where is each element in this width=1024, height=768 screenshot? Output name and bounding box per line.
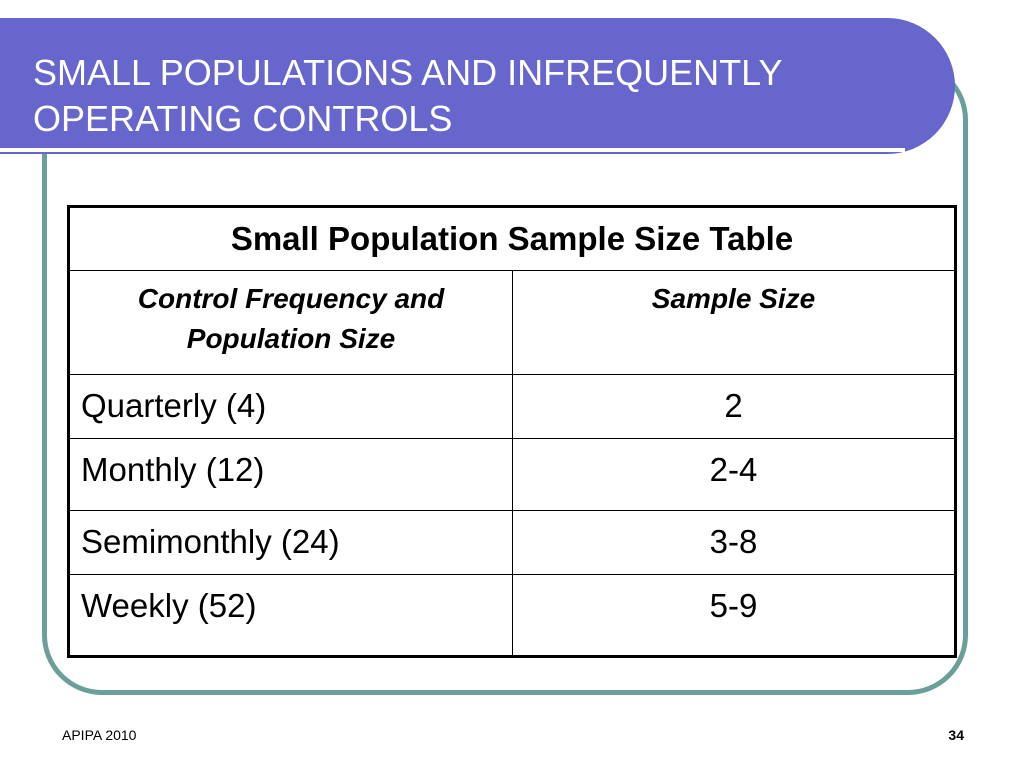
slide-title-line-1: SMALL POPULATIONS AND INFREQUENTLY [33, 52, 783, 93]
footer-text: APIPA 2010 [62, 727, 137, 743]
page-number: 34 [948, 727, 964, 743]
column-header-frequency: Control Frequency and Population Size [68, 270, 513, 375]
sample-size-table: Small Population Sample Size Table Contr… [67, 205, 957, 658]
table-row: Weekly (52) 5-9 [68, 574, 956, 657]
table-row: Semimonthly (24) 3-8 [68, 510, 956, 575]
table-caption-row: Small Population Sample Size Table [68, 206, 956, 271]
frequency-cell: Semimonthly (24) [68, 510, 513, 575]
slide-title-line-2: OPERATING CONTROLS [33, 98, 453, 139]
column-header-frequency-line-2: Population Size [186, 323, 396, 354]
frequency-cell: Weekly (52) [68, 574, 513, 657]
title-banner: SMALL POPULATIONS AND INFREQUENTLY OPERA… [0, 18, 955, 154]
table-header-row: Control Frequency and Population Size Sa… [68, 270, 956, 375]
title-underline [0, 148, 905, 152]
column-header-frequency-line-1: Control Frequency and [137, 283, 445, 314]
table-caption: Small Population Sample Size Table [68, 206, 956, 271]
frequency-cell: Monthly (12) [68, 438, 513, 511]
table-row: Monthly (12) 2-4 [68, 438, 956, 511]
sample-size-cell: 5-9 [512, 574, 956, 657]
column-header-sample-size: Sample Size [512, 270, 956, 375]
frequency-cell: Quarterly (4) [68, 374, 513, 439]
sample-size-cell: 3-8 [512, 510, 956, 575]
table-row: Quarterly (4) 2 [68, 374, 956, 439]
slide-title: SMALL POPULATIONS AND INFREQUENTLY OPERA… [33, 50, 913, 142]
sample-size-cell: 2 [512, 374, 956, 439]
sample-size-cell: 2-4 [512, 438, 956, 511]
